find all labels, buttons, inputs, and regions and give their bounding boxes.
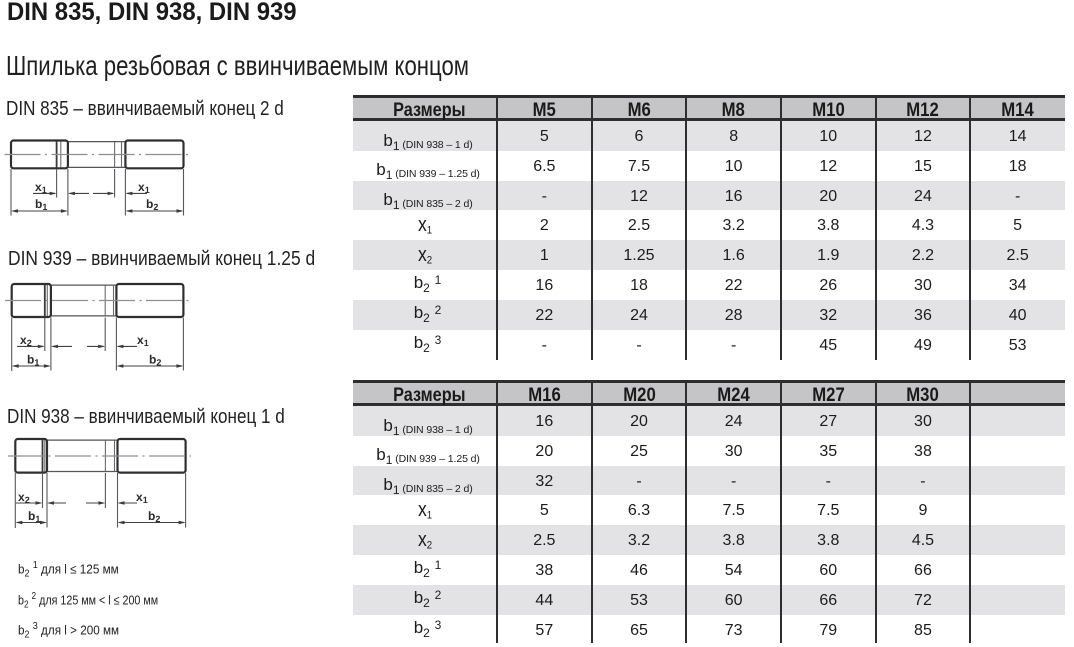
svg-text:b1: b1 — [35, 197, 47, 212]
svg-text:b2: b2 — [149, 353, 161, 368]
svg-text:x1: x1 — [136, 490, 148, 505]
svg-text:x2: x2 — [18, 490, 30, 505]
svg-text:b1: b1 — [28, 509, 40, 524]
svg-text:b2: b2 — [148, 509, 160, 524]
svg-text:x1: x1 — [137, 333, 149, 348]
svg-text:b1: b1 — [27, 353, 39, 368]
svg-text:x1: x1 — [35, 180, 47, 195]
svg-text:x1: x1 — [138, 180, 150, 195]
svg-text:x2: x2 — [20, 333, 32, 348]
svg-text:b2: b2 — [146, 197, 158, 212]
